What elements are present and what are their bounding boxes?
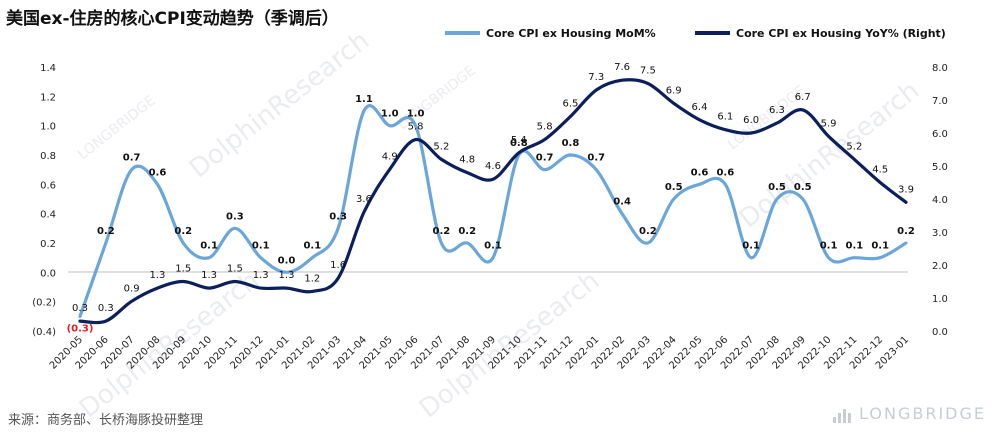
y-left-tick-label: 1.2	[40, 92, 56, 103]
mom-data-label: 0.2	[639, 226, 657, 237]
y-right-tick-label: 0.0	[932, 327, 948, 338]
y-left-tick-label: 1.0	[40, 122, 56, 133]
yoy-data-label: 0.3	[98, 303, 114, 314]
legend-yoy-label: Core CPI ex Housing YoY% (Right)	[736, 27, 946, 40]
yoy-data-label: 6.7	[795, 92, 811, 103]
y-left-tick-label: (0.2)	[32, 298, 56, 309]
mom-data-label: 0.4	[613, 197, 631, 208]
mom-data-label: 0.5	[665, 182, 683, 193]
brand-bars-icon	[833, 404, 853, 423]
y-right-tick-label: 8.0	[932, 63, 948, 74]
yoy-data-label: 6.5	[562, 99, 578, 110]
yoy-data-label: 4.9	[382, 151, 398, 162]
mom-data-label: 0.2	[458, 226, 476, 237]
yoy-data-label: 6.9	[666, 85, 682, 96]
chart-title: 美国ex-住房的核心CPI变动趋势（季调后）	[6, 9, 339, 29]
chart-series	[78, 78, 908, 325]
yoy-data-label: 4.5	[872, 165, 888, 176]
mom-data-label: 1.0	[381, 109, 399, 120]
y-right-tick-label: 5.0	[932, 162, 948, 173]
yoy-data-label: 1.3	[149, 270, 165, 281]
yoy-data-label: 5.9	[821, 118, 837, 129]
yoy-data-label: 5.8	[537, 122, 553, 133]
yoy-data-label: 0.9	[124, 283, 140, 294]
yoy-data-label: 7.3	[588, 72, 604, 83]
y-right-tick-label: 7.0	[932, 96, 948, 107]
y-left-tick-label: 0.6	[40, 180, 56, 191]
yoy-data-label: 5.4	[511, 135, 527, 146]
mom-data-label: 0.1	[871, 241, 889, 252]
yoy-series-line	[78, 78, 908, 325]
mom-data-label: 0.1	[484, 241, 502, 252]
mom-data-label: 0.2	[97, 226, 115, 237]
yoy-data-label: 1.5	[227, 264, 243, 275]
mom-data-label: 0.2	[174, 226, 192, 237]
mom-data-label: 1.1	[355, 94, 373, 105]
mom-data-label: 0.6	[716, 167, 734, 178]
yoy-data-label: 1.2	[304, 273, 320, 284]
mom-data-label: 0.3	[226, 211, 244, 222]
legend-mom-label: Core CPI ex Housing MoM%	[486, 27, 656, 40]
y-left-tick-label: 0.2	[40, 239, 56, 250]
mom-data-label: 0.1	[742, 241, 760, 252]
yoy-data-label: 0.3	[72, 303, 88, 314]
y-left-tick-label: 0.4	[40, 210, 56, 221]
mom-data-label: 0.5	[794, 182, 812, 193]
yoy-data-label: 1.5	[175, 264, 191, 275]
yoy-data-label: 6.3	[769, 105, 785, 116]
mom-data-label: 0.3	[329, 211, 347, 222]
yoy-data-label: 5.2	[846, 141, 862, 152]
mom-data-label: 1.0	[407, 109, 425, 120]
mom-series-line	[78, 104, 908, 318]
mom-data-label: 0.7	[123, 153, 141, 164]
chart-data-labels: (0.3) 0.2 0.7 0.6 0.2 0.1 0.3 0.1 0.0 0.1 0.3 1.1 1.…	[67, 62, 915, 334]
mom-data-label: 0.6	[149, 167, 167, 178]
yoy-data-label: 1.3	[253, 270, 269, 281]
mom-data-label: 0.2	[897, 226, 915, 237]
yoy-data-label: 1.3	[279, 270, 295, 281]
y-left-tick-label: 1.4	[40, 63, 56, 74]
mom-data-label: 0.8	[562, 138, 580, 149]
mom-data-label: 0.0	[278, 255, 296, 266]
mom-data-label: 0.1	[820, 241, 838, 252]
y-right-tick-label: 3.0	[932, 228, 948, 239]
yoy-data-label: 5.2	[433, 141, 449, 152]
chart-legend: Core CPI ex Housing MoM% Core CPI ex Hou…	[445, 27, 946, 40]
mom-data-label: 0.1	[252, 241, 270, 252]
mom-data-label: 0.1	[303, 241, 321, 252]
yoy-data-label: 1.6	[330, 260, 346, 271]
y-left-tick-label: 0.0	[40, 268, 56, 279]
y-left-tick-label: 0.8	[40, 151, 56, 162]
mom-data-label: (0.3)	[67, 323, 94, 334]
yoy-data-label: 7.5	[640, 66, 656, 77]
mom-data-label: 0.7	[536, 153, 554, 164]
y-left-tick-label: (0.4)	[32, 327, 56, 338]
y-right-tick-label: 2.0	[932, 261, 948, 272]
brand-text: LONGBRIDGE	[859, 404, 986, 423]
yoy-data-label: 5.8	[408, 122, 424, 133]
brand-logo: LONGBRIDGE	[833, 404, 986, 423]
mom-data-label: 0.1	[200, 241, 218, 252]
yoy-data-label: 7.6	[614, 62, 630, 73]
mom-data-label: 0.8	[510, 138, 528, 149]
mom-data-label: 0.5	[768, 182, 786, 193]
yoy-data-label: 6.0	[743, 115, 759, 126]
source-note: 来源：商务部、长桥海豚投研整理	[8, 413, 204, 428]
y-right-tick-label: 4.0	[932, 195, 948, 206]
yoy-data-label: 3.9	[898, 184, 914, 195]
y-right-tick-label: 6.0	[932, 129, 948, 140]
mom-data-label: 0.6	[691, 167, 709, 178]
y-right-tick-label: 1.0	[932, 294, 948, 305]
mom-data-label: 0.1	[846, 241, 864, 252]
yoy-data-label: 4.6	[485, 161, 501, 172]
yoy-data-label: 4.8	[459, 155, 475, 166]
mom-data-label: 0.7	[587, 153, 605, 164]
yoy-data-label: 1.3	[201, 270, 217, 281]
yoy-data-label: 6.4	[692, 102, 708, 113]
mom-data-label: 0.2	[433, 226, 451, 237]
yoy-data-label: 3.6	[356, 194, 372, 205]
yoy-data-label: 6.1	[717, 112, 733, 123]
